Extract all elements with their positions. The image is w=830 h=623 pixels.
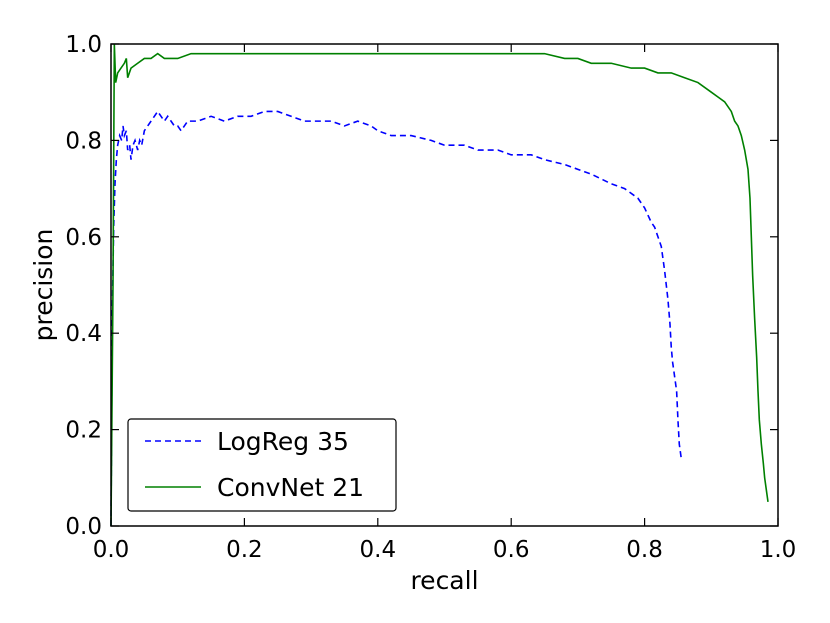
y-tick-label: 1.0 [65, 32, 102, 58]
series-line-logreg-35 [110, 110, 683, 527]
legend-label-convnet: ConvNet 21 [217, 473, 364, 502]
x-tick-label: 0.4 [360, 537, 397, 563]
x-tick-label: 1.0 [760, 537, 797, 563]
y-tick-label: 0.4 [65, 321, 102, 347]
series-line-convnet-21 [110, 43, 769, 527]
y-tick-label: 0.0 [65, 514, 102, 540]
legend: LogReg 35 ConvNet 21 [127, 418, 397, 512]
x-tick-label: 0.8 [626, 537, 663, 563]
series-layer [110, 43, 769, 527]
y-tick-label: 0.8 [65, 128, 102, 154]
x-tick-label: 0.0 [93, 537, 130, 563]
x-axis-label: recall [410, 566, 478, 595]
legend-label-logreg: LogReg 35 [217, 427, 349, 456]
tick-layer: 0.0 0.2 0.4 0.6 0.8 1.0 0.0 0.2 0.4 0.6 0.8 1.0 [65, 32, 796, 563]
x-tick-label: 0.2 [226, 537, 263, 563]
y-tick-label: 0.2 [65, 418, 102, 444]
plot-frame [110, 43, 779, 527]
x-tick-label: 0.6 [493, 537, 530, 563]
y-axis-label: precision [29, 229, 58, 342]
legend-box [127, 418, 397, 512]
y-tick-label: 0.6 [65, 225, 102, 251]
